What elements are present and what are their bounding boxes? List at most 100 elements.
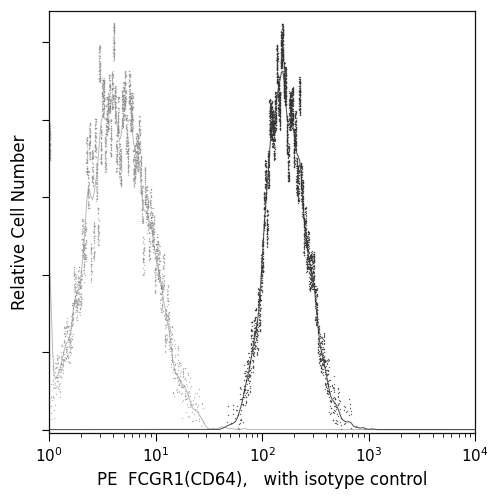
Point: [174, 381, 182, 389]
Point: [128, 126, 136, 134]
Point: [109, 70, 117, 78]
Point: [105, 92, 113, 100]
Point: [142, 186, 150, 194]
Point: [172, 340, 179, 347]
Point: [121, 94, 129, 102]
Point: [104, 104, 112, 112]
Point: [289, 82, 297, 90]
Point: [130, 154, 138, 162]
Point: [281, 100, 289, 108]
Point: [260, 196, 268, 204]
Point: [76, 284, 84, 292]
Point: [250, 329, 258, 337]
Point: [304, 242, 312, 250]
Point: [148, 236, 156, 244]
Point: [91, 124, 99, 132]
Point: [74, 300, 82, 308]
Point: [253, 332, 261, 340]
Point: [142, 200, 150, 208]
Point: [266, 124, 274, 132]
Point: [248, 363, 256, 371]
Point: [276, 118, 284, 126]
Point: [108, 104, 116, 112]
Point: [109, 103, 117, 111]
Point: [136, 117, 143, 125]
Point: [254, 289, 262, 297]
Point: [52, 383, 60, 391]
Point: [132, 136, 140, 144]
Point: [100, 89, 108, 97]
Point: [275, 100, 283, 108]
Point: [260, 190, 268, 198]
Point: [117, 178, 125, 186]
Point: [110, 36, 118, 44]
Point: [312, 318, 320, 326]
Point: [278, 33, 286, 41]
Point: [110, 39, 118, 47]
Point: [340, 402, 348, 409]
Point: [277, 63, 285, 71]
Point: [263, 216, 271, 224]
Point: [262, 174, 270, 182]
Point: [78, 242, 86, 250]
Point: [323, 360, 331, 368]
Point: [299, 195, 307, 203]
Point: [276, 126, 284, 134]
Point: [288, 114, 296, 122]
Point: [72, 280, 80, 287]
Point: [132, 142, 140, 150]
Point: [318, 369, 326, 377]
Point: [280, 84, 288, 92]
Point: [104, 100, 112, 108]
Point: [164, 296, 172, 304]
Point: [245, 376, 253, 384]
Point: [294, 186, 302, 194]
Point: [76, 284, 84, 292]
Point: [262, 156, 270, 164]
Point: [86, 132, 94, 140]
Point: [260, 224, 268, 232]
Point: [171, 368, 179, 376]
Point: [114, 124, 122, 132]
Point: [133, 160, 141, 168]
Point: [290, 158, 298, 166]
Point: [138, 216, 146, 224]
Point: [103, 128, 111, 136]
Point: [136, 158, 144, 166]
Point: [114, 104, 122, 112]
Point: [129, 98, 137, 106]
Point: [128, 120, 136, 128]
Point: [120, 106, 128, 114]
Point: [291, 125, 299, 133]
Point: [46, 132, 54, 140]
Point: [260, 217, 268, 225]
Point: [46, 136, 54, 143]
Point: [143, 202, 151, 210]
Point: [330, 402, 338, 410]
Point: [268, 138, 276, 145]
Point: [277, 42, 285, 50]
Point: [270, 118, 278, 126]
Point: [305, 236, 313, 244]
Point: [58, 364, 66, 372]
Point: [132, 156, 140, 164]
Point: [89, 171, 97, 179]
Point: [278, 47, 286, 55]
Point: [294, 178, 302, 186]
Point: [144, 218, 152, 226]
Point: [274, 108, 282, 116]
Point: [46, 140, 54, 148]
Point: [283, 144, 291, 152]
Point: [271, 88, 279, 96]
Point: [60, 338, 68, 346]
Point: [265, 184, 273, 192]
Point: [110, 54, 118, 62]
Point: [289, 114, 297, 122]
Point: [308, 282, 316, 290]
Point: [269, 143, 277, 151]
Point: [90, 232, 98, 240]
Point: [115, 164, 123, 172]
Point: [137, 170, 145, 177]
Point: [94, 227, 102, 235]
Point: [146, 210, 154, 218]
